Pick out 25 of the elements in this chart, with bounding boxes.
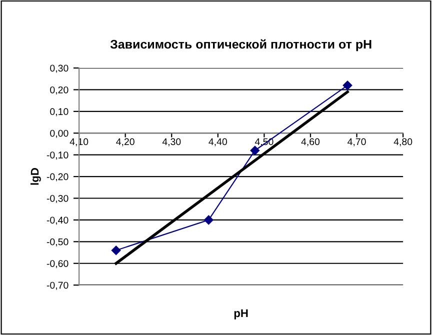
y-tick-label: -0,20 — [46, 173, 68, 182]
x-tick-label: 4,40 — [208, 138, 227, 146]
y-tick-label: -0,10 — [46, 152, 68, 160]
y-tick-label: 0,00 — [50, 130, 68, 138]
y-tick-label: -0,40 — [46, 216, 68, 225]
chart-title: Зависимость оптической плотности от pH — [110, 39, 372, 52]
x-tick-label: 4,60 — [301, 138, 320, 146]
x-tick-label: 4,70 — [348, 138, 366, 146]
x-tick-label: 4,30 — [162, 138, 181, 146]
y-tick-label: -0,30 — [46, 194, 68, 204]
y-axis-title: lgD — [30, 168, 41, 185]
point — [250, 146, 260, 156]
y-tick-label: 0,20 — [50, 86, 68, 94]
x-axis-title: pH — [234, 309, 248, 320]
y-tick-label: -0,70 — [46, 282, 68, 290]
y-tick-label: -0,50 — [46, 238, 68, 246]
x-tick-label: 4,80 — [394, 138, 412, 146]
x-tick-label: 4,10 — [70, 138, 88, 146]
y-tick-label: 0,10 — [50, 108, 68, 116]
y-tick-label: -0,60 — [46, 260, 68, 268]
point — [111, 246, 121, 255]
point — [204, 215, 214, 225]
y-tick-label: 0,30 — [50, 64, 68, 73]
point — [342, 80, 352, 90]
x-tick-label: 4,20 — [116, 138, 134, 146]
